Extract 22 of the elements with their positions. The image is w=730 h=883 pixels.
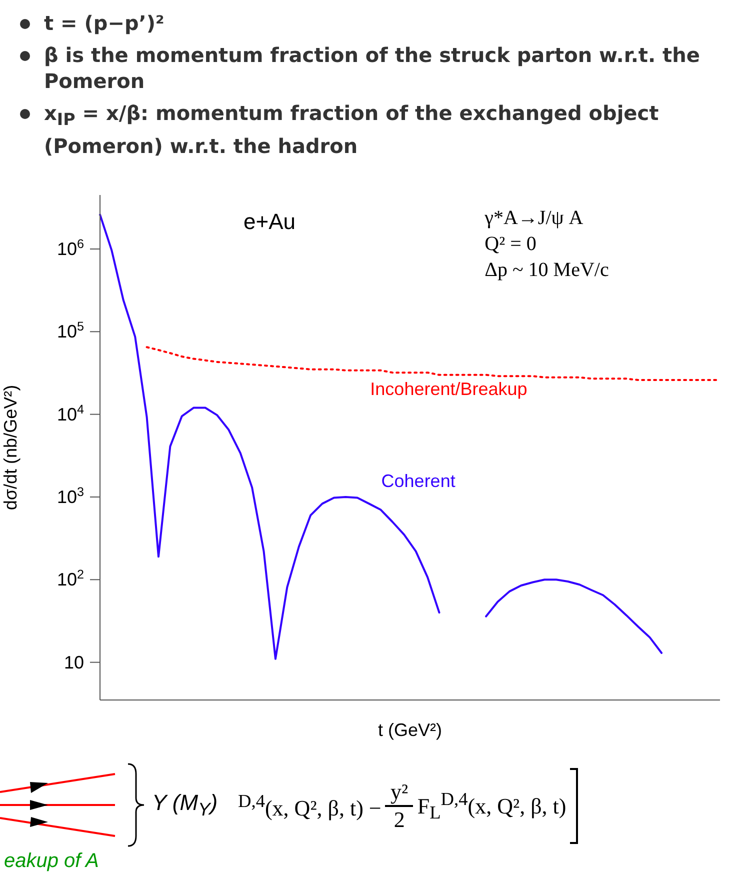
text: $^{D,4}$(x, Q², β, t) − bbox=[238, 790, 382, 822]
text: F$_{L}$$^{D,4}$(x, Q², β, t) bbox=[417, 788, 566, 824]
text: Y (M$_{Y}$) bbox=[152, 790, 218, 820]
annotation: γ*A→J/ψ A bbox=[484, 207, 584, 229]
y-tick-label: 10$^{3}$ bbox=[56, 484, 84, 507]
annotation: Q² = 0 bbox=[484, 233, 536, 255]
text: eakup of A bbox=[4, 850, 99, 872]
text: 2 bbox=[394, 806, 405, 833]
y-tick-label: 10 bbox=[64, 652, 84, 672]
text: y² bbox=[390, 779, 408, 806]
annotation: Δp ~ 10 MeV/c bbox=[484, 259, 609, 281]
text: t = (p−p’)² bbox=[44, 11, 164, 35]
y-tick-label: 10$^{2}$ bbox=[56, 568, 84, 590]
y-tick-label: 10$^{5}$ bbox=[56, 320, 84, 342]
x-axis-title: t (GeV²) bbox=[378, 720, 442, 740]
text: x$_{IP}$ = x/β: momentum fraction of the exchanged object (Pomeron) w.r.t. the hadron bbox=[44, 101, 659, 158]
series-label: Coherent bbox=[381, 470, 456, 491]
annotation: e+Au bbox=[244, 209, 296, 234]
y-tick-label: 10$^{6}$ bbox=[56, 236, 84, 259]
y-tick-label: 10$^{4}$ bbox=[56, 402, 84, 424]
series-label: Incoherent/Breakup bbox=[370, 378, 528, 399]
y-axis-title: dσ/dt (nb/GeV²) bbox=[0, 384, 20, 510]
